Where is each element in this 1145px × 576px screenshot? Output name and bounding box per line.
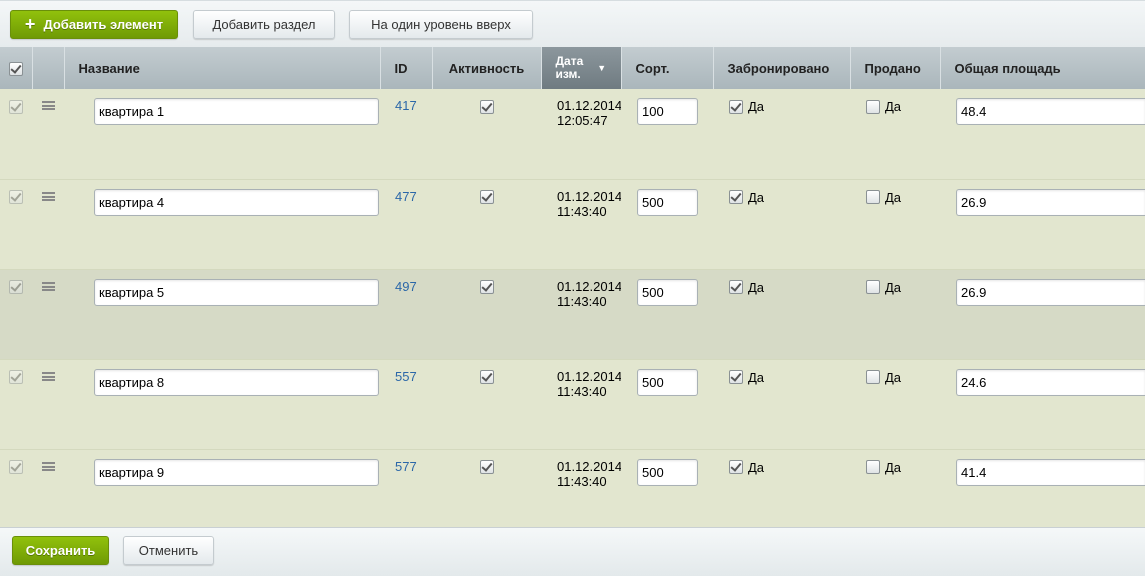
- date-modified: 01.12.2014 11:43:40: [541, 269, 621, 360]
- column-id[interactable]: ID: [379, 47, 432, 89]
- sold-checkbox[interactable]: [866, 190, 880, 205]
- drag-handle-icon[interactable]: [41, 461, 55, 471]
- name-input[interactable]: квартира 4: [94, 188, 379, 216]
- name-input[interactable]: квартира 9: [94, 458, 379, 486]
- column-active[interactable]: Активность: [431, 47, 541, 89]
- area-input[interactable]: 24.6: [956, 368, 1145, 396]
- row-select-checkbox[interactable]: [9, 370, 23, 385]
- id-link[interactable]: 557: [380, 359, 432, 450]
- column-name[interactable]: Название: [63, 47, 380, 89]
- select-all-header[interactable]: [0, 47, 32, 89]
- column-sort[interactable]: Сорт.: [620, 47, 713, 89]
- row-select-checkbox[interactable]: [9, 190, 23, 205]
- toolbar: + Добавить элемент Добавить раздел На оди…: [0, 0, 1145, 47]
- row-select-checkbox[interactable]: [9, 99, 23, 114]
- active-checkbox[interactable]: [479, 460, 494, 475]
- reserved-checkbox[interactable]: [729, 280, 743, 295]
- sort-input[interactable]: [637, 188, 698, 216]
- drag-header: [31, 47, 64, 89]
- plus-icon: +: [24, 14, 36, 34]
- active-checkbox[interactable]: [479, 190, 494, 205]
- add-element-button[interactable]: + Добавить элемент: [10, 10, 178, 39]
- sort-input[interactable]: [637, 278, 698, 306]
- column-reserved[interactable]: Забронировано: [712, 47, 850, 89]
- name-input[interactable]: квартира 1: [94, 98, 379, 125]
- area-input[interactable]: 26.9: [956, 278, 1145, 306]
- reserved-checkbox[interactable]: [729, 370, 743, 385]
- sold-checkbox[interactable]: [866, 460, 880, 475]
- sort-input[interactable]: [637, 458, 698, 486]
- active-checkbox[interactable]: [479, 99, 494, 114]
- footer: Сохранить Отменить: [0, 527, 1145, 576]
- column-area[interactable]: Общая площадь: [939, 47, 1145, 89]
- drag-handle-icon[interactable]: [41, 191, 55, 201]
- date-modified: 01.12.2014 11:43:40: [541, 359, 621, 450]
- active-checkbox[interactable]: [479, 280, 494, 295]
- area-input[interactable]: 48.4: [956, 98, 1145, 125]
- row-select-checkbox[interactable]: [9, 460, 23, 475]
- id-link[interactable]: 577: [380, 449, 432, 540]
- select-all-checkbox[interactable]: [8, 61, 23, 76]
- date-modified: 01.12.2014 11:43:40: [541, 179, 621, 270]
- name-input[interactable]: квартира 5: [94, 278, 379, 306]
- sold-checkbox[interactable]: [866, 370, 880, 385]
- date-modified: 01.12.2014 12:05:47: [541, 89, 621, 180]
- active-checkbox[interactable]: [479, 370, 494, 385]
- sold-checkbox[interactable]: [866, 280, 880, 295]
- cancel-button[interactable]: Отменить: [123, 536, 214, 565]
- reserved-checkbox[interactable]: [729, 460, 743, 475]
- drag-handle-icon[interactable]: [41, 281, 55, 291]
- reserved-checkbox[interactable]: [729, 99, 743, 114]
- elements-table: Название ID Активность Дата изм. ▼ Сорт. З…: [0, 47, 1145, 540]
- column-date[interactable]: Дата изм. ▼: [540, 47, 621, 89]
- date-modified: 01.12.2014 11:43:40: [541, 449, 621, 540]
- area-input[interactable]: 26.9: [956, 188, 1145, 216]
- drag-handle-icon[interactable]: [41, 101, 55, 110]
- sold-checkbox[interactable]: [866, 99, 880, 114]
- name-input[interactable]: квартира 8: [94, 368, 379, 396]
- sort-input[interactable]: [637, 98, 698, 125]
- id-link[interactable]: 497: [380, 269, 432, 360]
- row-select-checkbox[interactable]: [9, 280, 23, 295]
- save-button[interactable]: Сохранить: [12, 536, 109, 565]
- sort-desc-icon: ▼: [597, 62, 607, 73]
- id-link[interactable]: 417: [380, 89, 432, 180]
- drag-handle-icon[interactable]: [41, 371, 55, 381]
- area-input[interactable]: 41.4: [956, 458, 1145, 486]
- level-up-button[interactable]: На один уровень вверх: [349, 10, 533, 39]
- id-link[interactable]: 477: [380, 179, 432, 270]
- reserved-checkbox[interactable]: [729, 190, 743, 205]
- add-section-button[interactable]: Добавить раздел: [193, 10, 335, 39]
- sort-input[interactable]: [637, 368, 698, 396]
- column-sold[interactable]: Продано: [849, 47, 940, 89]
